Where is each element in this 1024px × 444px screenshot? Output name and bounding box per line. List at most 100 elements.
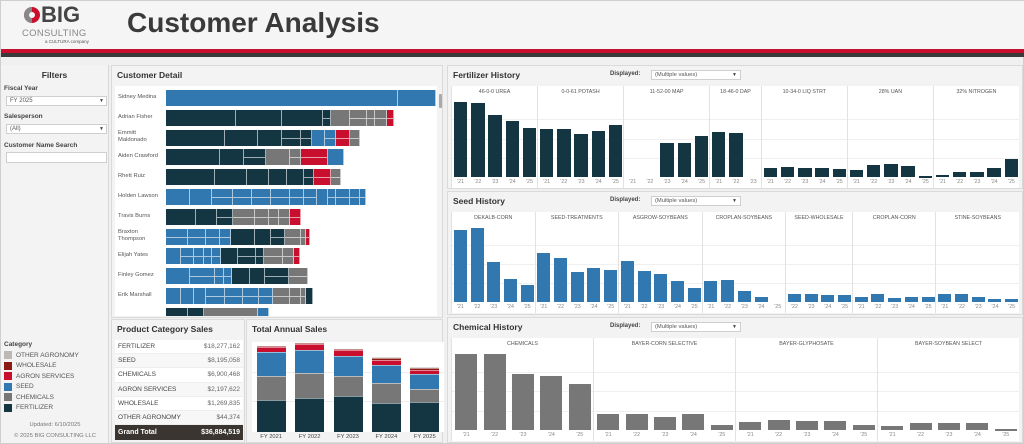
bar-segment-fertilizer[interactable] (271, 228, 285, 245)
bar-segment-fertilizer[interactable] (295, 397, 325, 432)
bar-segment-seed[interactable] (252, 189, 272, 205)
bar-segment-chemicals[interactable] (300, 228, 307, 245)
history-bar[interactable] (597, 414, 620, 430)
history-bar[interactable] (568, 383, 591, 430)
bar-segment-chemicals[interactable] (410, 389, 440, 402)
bar-segment-chemicals[interactable] (288, 268, 308, 285)
bar-segment-seed[interactable] (166, 288, 181, 304)
bar-segment-wholesale[interactable] (256, 345, 286, 347)
customer-bar[interactable] (166, 228, 311, 245)
bar-segment-seed[interactable] (410, 374, 440, 390)
history-bar[interactable] (953, 172, 967, 177)
customer-bar[interactable] (166, 248, 300, 265)
bar-segment-fertilizer[interactable] (217, 208, 234, 225)
history-bar[interactable] (694, 136, 709, 177)
bar-segment-agron-services[interactable] (294, 248, 300, 265)
category-row[interactable]: CHEMICALS $6,900,468 (115, 368, 243, 383)
bar-segment-fertilizer[interactable] (195, 208, 218, 225)
history-bar[interactable] (798, 167, 812, 177)
history-bar[interactable] (971, 297, 985, 302)
history-bar[interactable] (1004, 158, 1019, 177)
history-bar[interactable] (488, 114, 502, 177)
bar-segment-seed[interactable] (206, 228, 220, 245)
history-bar[interactable] (574, 133, 588, 177)
customer-bar[interactable] (166, 208, 301, 225)
category-row[interactable]: FERTILIZER $18,277,162 (115, 340, 243, 355)
history-bar[interactable] (654, 273, 668, 302)
history-bar[interactable] (591, 130, 605, 177)
bar-segment-seed[interactable] (194, 248, 204, 265)
history-bar[interactable] (677, 143, 692, 177)
bar-segment-agron-services[interactable] (314, 169, 331, 186)
bar-segment-fertilizer[interactable] (230, 228, 256, 245)
history-bar[interactable] (522, 128, 537, 177)
bar-segment-chemicals[interactable] (290, 288, 301, 304)
history-bar[interactable] (866, 164, 881, 177)
stacked-bar[interactable] (256, 345, 286, 432)
legend-item[interactable]: WHOLESALE (4, 361, 79, 372)
legend-item[interactable]: SEED (4, 382, 79, 393)
bar-segment-seed[interactable] (211, 189, 234, 205)
history-bar[interactable] (849, 170, 864, 177)
customer-row[interactable]: Holden Lawson (115, 189, 437, 205)
bar-segment-agron-services[interactable] (290, 208, 301, 225)
bar-segment-seed[interactable] (398, 90, 436, 106)
history-bar[interactable] (955, 293, 969, 302)
history-bar[interactable] (787, 294, 801, 302)
bar-segment-seed[interactable] (242, 288, 260, 304)
bar-segment-seed[interactable] (225, 288, 243, 304)
bar-segment-fertilizer[interactable] (249, 268, 265, 285)
bar-segment-seed[interactable] (203, 248, 212, 265)
bar-segment-wholesale[interactable] (295, 343, 325, 345)
history-bar[interactable] (854, 296, 868, 302)
bar-segment-chemicals[interactable] (268, 208, 280, 225)
bar-segment-chemicals[interactable] (330, 169, 342, 186)
stacked-bar[interactable] (295, 343, 325, 432)
bar-segment-agron-services[interactable] (371, 360, 401, 365)
history-bar[interactable] (604, 270, 618, 302)
history-bar[interactable] (987, 167, 1001, 177)
history-bar[interactable] (587, 267, 601, 302)
bar-segment-fertilizer[interactable] (187, 307, 204, 316)
category-row[interactable]: OTHER AGRONOMY $44,374 (115, 410, 243, 426)
bar-segment-fertilizer[interactable] (166, 149, 220, 166)
bar-segment-chemicals[interactable] (279, 208, 291, 225)
bar-segment-fertilizer[interactable] (237, 248, 257, 265)
bar-segment-seed[interactable] (214, 268, 225, 285)
bar-segment-seed[interactable] (194, 288, 207, 304)
category-row[interactable]: AGRON SERVICES $2,197,622 (115, 382, 243, 397)
customer-search-input[interactable] (6, 152, 107, 163)
history-bar[interactable] (503, 279, 517, 302)
history-bar[interactable] (881, 426, 904, 430)
bar-segment-fertilizer[interactable] (322, 109, 331, 126)
history-bar[interactable] (483, 353, 506, 430)
history-bar[interactable] (767, 419, 790, 430)
fiscal-year-select[interactable]: FY 2025 ▼ (6, 96, 107, 106)
customer-bar[interactable] (166, 90, 436, 106)
bar-segment-fertilizer[interactable] (166, 109, 237, 126)
customer-row[interactable]: Braxton Thompson (115, 228, 437, 245)
history-bar[interactable] (888, 298, 902, 302)
stacked-bar[interactable] (371, 356, 401, 432)
bar-segment-seed[interactable] (327, 189, 337, 205)
history-bar[interactable] (671, 280, 685, 302)
bar-segment-agron-services[interactable] (410, 369, 440, 375)
history-bar[interactable] (470, 227, 484, 302)
bar-segment-fertilizer[interactable] (300, 129, 312, 146)
bar-segment-fertilizer[interactable] (282, 109, 323, 126)
customer-bar[interactable] (166, 268, 308, 285)
history-bar[interactable] (455, 353, 478, 430)
bar-segment-fertilizer[interactable] (282, 129, 301, 146)
bar-segment-seed[interactable] (187, 228, 207, 245)
history-bar[interactable] (729, 133, 743, 177)
bar-segment-seed[interactable] (180, 288, 195, 304)
bar-segment-agron-services[interactable] (387, 109, 395, 126)
bar-segment-agron-services[interactable] (333, 350, 363, 356)
history-bar[interactable] (570, 271, 584, 302)
history-bar[interactable] (832, 168, 846, 177)
history-bar[interactable] (763, 167, 778, 177)
history-bar[interactable] (537, 252, 551, 302)
bar-segment-fertilizer[interactable] (214, 169, 247, 186)
bar-segment-seed[interactable] (224, 268, 233, 285)
bar-segment-fertilizer[interactable] (246, 169, 269, 186)
